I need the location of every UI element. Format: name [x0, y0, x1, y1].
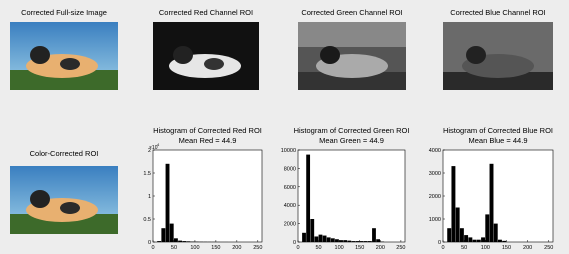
histogram-title: Histogram of Corrected Blue ROI — [443, 126, 553, 135]
histogram-bar — [451, 166, 455, 242]
image-title: Corrected Green Channel ROI — [301, 8, 402, 17]
histogram-bar — [310, 219, 314, 242]
y-tick-label: 1.5 — [143, 171, 151, 177]
y-tick-label: 8000 — [284, 166, 296, 172]
histogram-bar — [368, 241, 372, 242]
x-tick-label: 200 — [376, 245, 385, 251]
histogram-bar — [174, 238, 178, 242]
histogram-bar — [498, 240, 502, 242]
histogram-bar — [464, 235, 468, 242]
x-tick-label: 150 — [502, 245, 511, 251]
x-tick-label: 100 — [190, 245, 199, 251]
histogram-bar — [376, 239, 380, 242]
y-tick-label: 4000 — [284, 203, 296, 209]
x-tick-label: 200 — [523, 245, 532, 251]
histogram-bar — [161, 228, 165, 242]
x-tick-label: 0 — [296, 245, 299, 251]
x-tick-label: 50 — [171, 245, 177, 251]
histogram-bar — [364, 241, 368, 242]
blue-channel-image — [443, 22, 553, 90]
histogram-title: Histogram of Corrected Red ROI — [153, 126, 262, 135]
y-tick-label: 10000 — [281, 148, 296, 154]
histogram-bar — [314, 236, 318, 242]
image-title: Corrected Blue Channel ROI — [450, 8, 545, 17]
y-tick-label: 3000 — [429, 171, 441, 177]
x-tick-label: 0 — [441, 245, 444, 251]
histogram-title: Histogram of Corrected Green ROI — [294, 126, 410, 135]
histogram-bar — [327, 237, 331, 242]
x-tick-label: 250 — [253, 245, 262, 251]
x-tick-label: 50 — [461, 245, 467, 251]
histogram-bar — [347, 241, 351, 242]
color-corrected-image — [10, 166, 118, 234]
histogram-bar — [331, 238, 335, 242]
x-tick-label: 250 — [544, 245, 553, 251]
y-tick-label: 6000 — [284, 185, 296, 191]
x-tick-label: 0 — [151, 245, 154, 251]
histogram-bar — [319, 235, 323, 242]
color-image — [10, 22, 118, 90]
histogram-bar — [343, 240, 347, 242]
histogram-bar — [182, 241, 186, 242]
histogram-bar — [485, 214, 489, 242]
green-channel-image — [298, 22, 406, 90]
histogram-bar — [335, 239, 339, 242]
histogram-bar — [372, 228, 376, 242]
histogram-subtitle: Mean Blue = 44.9 — [468, 136, 527, 145]
histogram-subtitle: Mean Green = 44.9 — [319, 136, 384, 145]
histogram-bar — [323, 236, 327, 242]
histogram-bar — [502, 241, 506, 242]
y-tick-label: 1 — [148, 194, 151, 200]
figure: Corrected Full-size Image Corrected Red … — [0, 0, 569, 254]
x-tick-label: 100 — [335, 245, 344, 251]
x-tick-label: 250 — [396, 245, 405, 251]
x-tick-label: 100 — [481, 245, 490, 251]
histogram-bar — [490, 164, 494, 242]
histogram-bar — [306, 155, 310, 242]
x-tick-label: 50 — [316, 245, 322, 251]
histogram-bar — [360, 241, 364, 242]
histogram-bar — [460, 228, 464, 242]
histogram-bar — [477, 240, 481, 242]
page: Corrected Full-size Image Corrected Red … — [0, 0, 569, 254]
y-tick-label: 2000 — [429, 194, 441, 200]
histogram-bar — [447, 228, 451, 242]
x-tick-label: 150 — [355, 245, 364, 251]
x-tick-label: 200 — [232, 245, 241, 251]
image-title: Corrected Full-size Image — [21, 8, 107, 17]
histogram-bar — [166, 164, 170, 242]
histogram-bar — [456, 208, 460, 243]
y-tick-label: 0.5 — [143, 217, 151, 223]
image-title: Color-Corrected ROI — [30, 149, 99, 158]
histogram-subtitle: Mean Red = 44.9 — [179, 136, 237, 145]
histogram-bar — [352, 241, 356, 242]
x-tick-label: 150 — [211, 245, 220, 251]
y-tick-label: 1000 — [429, 217, 441, 223]
histogram-bar — [170, 224, 174, 242]
histogram-bar — [339, 240, 343, 242]
histogram-bar — [178, 241, 182, 242]
y-tick-label: 2000 — [284, 222, 296, 228]
histogram-bar — [481, 237, 485, 242]
histogram-bar — [468, 237, 472, 242]
histogram-bar — [356, 241, 360, 242]
image-title: Corrected Red Channel ROI — [159, 8, 253, 17]
y-tick-label: 4000 — [429, 148, 441, 154]
histogram-bar — [187, 241, 191, 242]
histogram-bar — [157, 241, 161, 242]
histogram-bar — [494, 224, 498, 242]
histogram-bar — [302, 233, 306, 242]
histogram-bar — [473, 240, 477, 242]
red-channel-image — [153, 22, 259, 90]
